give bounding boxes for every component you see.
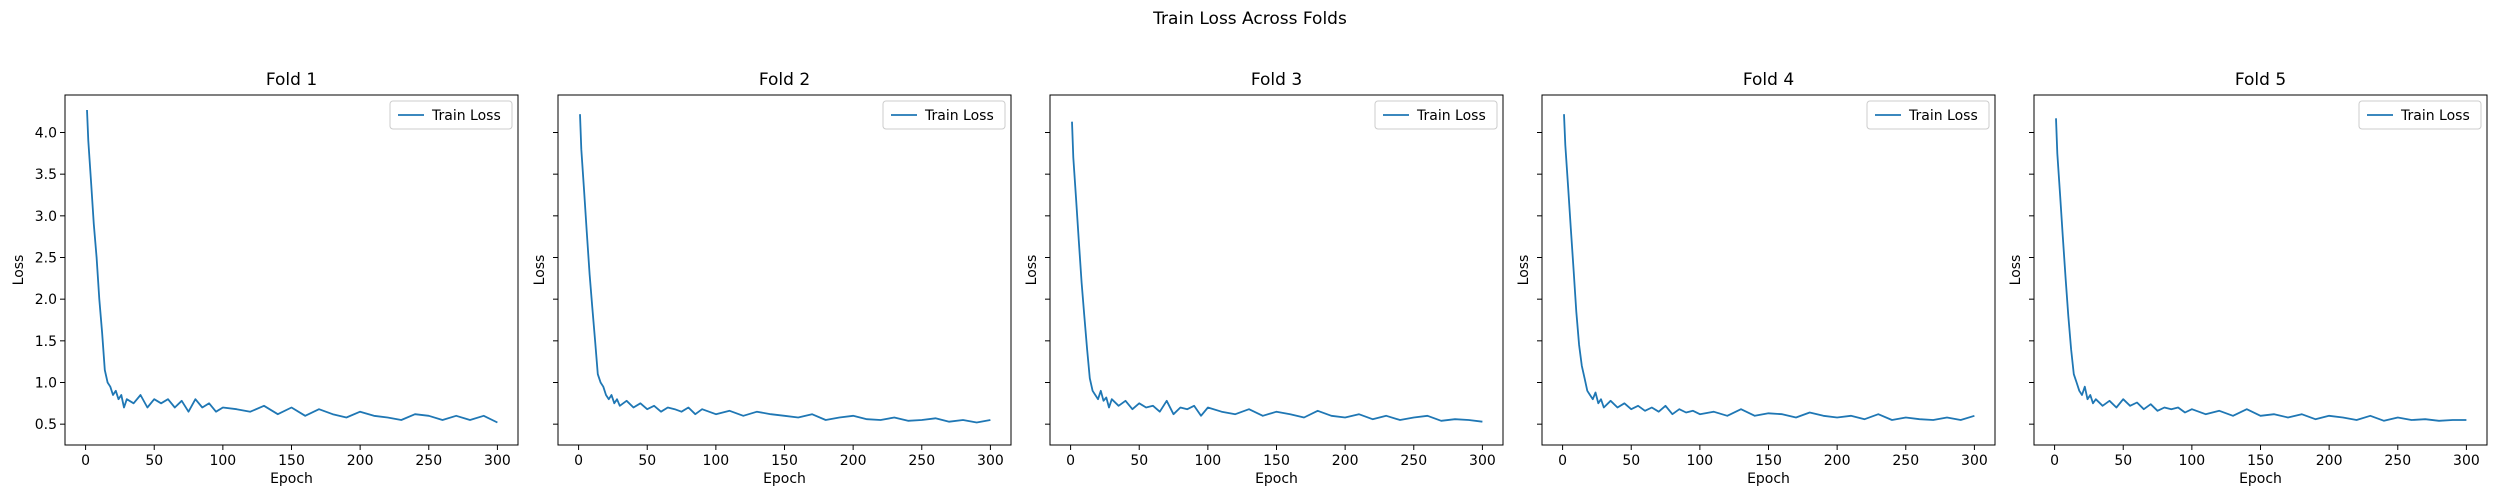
x-tick-label: 50 (145, 453, 163, 469)
y-tick-label: 4.0 (35, 126, 57, 142)
y-tick-label: 2.0 (35, 292, 57, 308)
axes-frame (1049, 94, 1504, 446)
x-tick-label: 0 (1066, 453, 1075, 469)
panel-title: Fold 1 (266, 70, 317, 90)
x-tick-label: 150 (278, 453, 305, 469)
x-tick-label: 0 (2050, 453, 2059, 469)
train-loss-line (579, 114, 991, 424)
x-tick-label: 100 (2178, 453, 2205, 469)
legend: Train Loss (882, 100, 1006, 130)
y-tick-label: 1.0 (35, 376, 57, 392)
legend-box (1866, 100, 1990, 130)
fold-panel: Fold 5 0 50 100 150 200 250 300 Epoch Loss Train L… (2008, 70, 2488, 487)
x-tick-label: 200 (1824, 453, 1851, 469)
legend: Train Loss (1374, 100, 1498, 130)
x-tick-label: 250 (908, 453, 935, 469)
train-loss-line (2055, 118, 2467, 422)
y-axis-label: Loss (2008, 255, 2024, 286)
x-tick-label: 300 (2453, 453, 2480, 469)
legend-box (882, 100, 1006, 130)
x-tick-label: 0 (81, 453, 90, 469)
legend-label: Train Loss (1416, 108, 1486, 124)
x-tick-label: 300 (977, 453, 1004, 469)
panel-title: Fold 4 (1743, 70, 1794, 90)
x-tick-label: 0 (574, 453, 583, 469)
y-axis-label: Loss (11, 255, 27, 286)
y-tick-label: 2.5 (35, 251, 57, 267)
x-tick-label: 50 (2114, 453, 2132, 469)
x-tick-label: 300 (1961, 453, 1988, 469)
fold-panel: Fold 1 0 50 100 150 200 250 300 0.5 1.0 1.5 2.0 2.5 3… (11, 70, 519, 487)
x-tick-label: 200 (347, 453, 374, 469)
legend-label: Train Loss (924, 108, 994, 124)
fold-panels: Fold 1 0 50 100 150 200 250 300 0.5 1.0 1.5 2.0 2.5 3… (11, 70, 2488, 487)
x-tick-label: 150 (771, 453, 798, 469)
x-tick-label: 200 (2316, 453, 2343, 469)
x-tick-label: 150 (1755, 453, 1782, 469)
legend-label: Train Loss (1908, 108, 1978, 124)
x-tick-label: 150 (1263, 453, 1290, 469)
x-tick-label: 50 (638, 453, 656, 469)
x-axis-label: Epoch (763, 471, 806, 487)
x-tick-label: 200 (840, 453, 867, 469)
figure-title: Train Loss Across Folds (1152, 9, 1347, 29)
y-tick-label: 0.5 (35, 417, 57, 433)
train-loss-line (1563, 114, 1975, 421)
y-tick-label: 3.0 (35, 209, 57, 225)
legend: Train Loss (2358, 100, 2482, 130)
fold-panel: Fold 2 0 50 100 150 200 250 300 Epoch Loss Train L… (532, 70, 1012, 487)
x-axis-label: Epoch (1255, 471, 1298, 487)
x-axis-label: Epoch (2239, 471, 2282, 487)
x-tick-label: 250 (415, 453, 442, 469)
axes-frame (64, 94, 519, 446)
y-axis-label: Loss (1024, 255, 1040, 286)
x-tick-label: 300 (1469, 453, 1496, 469)
x-tick-label: 100 (1194, 453, 1221, 469)
y-axis-label: Loss (1516, 255, 1532, 286)
train-loss-line (86, 109, 498, 424)
x-tick-label: 100 (1686, 453, 1713, 469)
legend-label: Train Loss (2400, 108, 2470, 124)
fold-panel: Fold 4 0 50 100 150 200 250 300 Epoch Loss Train L… (1516, 70, 1996, 487)
x-tick-label: 100 (702, 453, 729, 469)
x-tick-label: 200 (1332, 453, 1359, 469)
legend-box (1374, 100, 1498, 130)
x-tick-label: 50 (1130, 453, 1148, 469)
x-tick-label: 250 (1400, 453, 1427, 469)
axes-frame (2033, 94, 2488, 446)
x-tick-label: 250 (1892, 453, 1919, 469)
fold-panel: Fold 3 0 50 100 150 200 250 300 Epoch Loss Train L… (1024, 70, 1504, 487)
axes-frame (557, 94, 1012, 446)
legend-box (389, 100, 513, 130)
x-tick-label: 250 (2384, 453, 2411, 469)
legend: Train Loss (1866, 100, 1990, 130)
x-tick-label: 0 (1558, 453, 1567, 469)
y-axis-label: Loss (532, 255, 548, 286)
y-tick-label: 3.5 (35, 167, 57, 183)
legend: Train Loss (389, 100, 513, 130)
legend-label: Train Loss (431, 108, 501, 124)
panel-title: Fold 5 (2235, 70, 2286, 90)
legend-box (2358, 100, 2482, 130)
train-loss-line (1071, 121, 1483, 423)
x-axis-label: Epoch (1747, 471, 1790, 487)
panel-title: Fold 2 (759, 70, 810, 90)
y-tick-label: 1.5 (35, 334, 57, 350)
axes-frame (1541, 94, 1996, 446)
x-tick-label: 100 (209, 453, 236, 469)
x-tick-label: 300 (484, 453, 511, 469)
x-axis-label: Epoch (270, 471, 313, 487)
panel-title: Fold 3 (1251, 70, 1302, 90)
x-tick-label: 150 (2247, 453, 2274, 469)
x-tick-label: 50 (1622, 453, 1640, 469)
